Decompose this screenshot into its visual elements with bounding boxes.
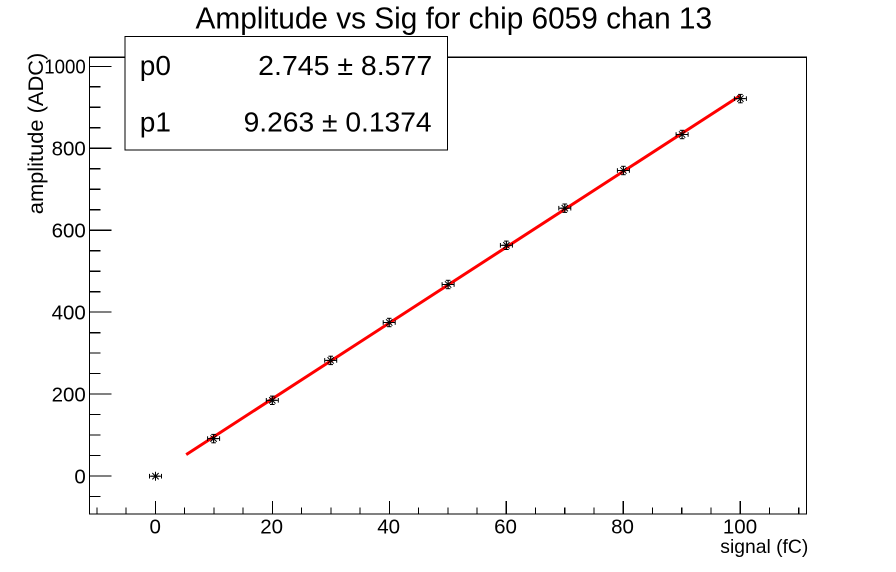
svg-text:1000: 1000 (44, 56, 86, 79)
svg-text:80: 80 (611, 516, 634, 539)
svg-text:800: 800 (52, 138, 86, 161)
svg-text:100: 100 (723, 516, 757, 539)
svg-text:9.263 ± 0.1374: 9.263 ± 0.1374 (244, 106, 432, 137)
svg-text:signal (fC): signal (fC) (720, 536, 808, 558)
svg-text:40: 40 (377, 516, 400, 539)
svg-text:60: 60 (494, 516, 517, 539)
svg-text:20: 20 (260, 516, 283, 539)
svg-text:p1: p1 (140, 106, 171, 137)
svg-text:200: 200 (52, 383, 86, 406)
svg-text:2.745 ± 8.577: 2.745 ± 8.577 (258, 50, 432, 81)
svg-text:p0: p0 (140, 50, 171, 81)
svg-text:400: 400 (52, 301, 86, 324)
svg-text:600: 600 (52, 220, 86, 243)
svg-text:Amplitude vs Sig for chip 6059: Amplitude vs Sig for chip 6059 chan 13 (196, 1, 713, 35)
svg-text:0: 0 (74, 465, 85, 488)
svg-text:0: 0 (149, 516, 160, 539)
svg-text:amplitude (ADC): amplitude (ADC) (25, 53, 48, 214)
